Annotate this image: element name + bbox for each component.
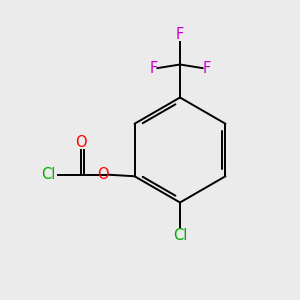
Text: F: F — [202, 61, 211, 76]
Text: F: F — [176, 27, 184, 42]
Text: O: O — [75, 135, 86, 150]
Text: F: F — [149, 61, 158, 76]
Text: Cl: Cl — [41, 167, 55, 182]
Text: O: O — [98, 167, 109, 182]
Text: Cl: Cl — [173, 228, 187, 243]
